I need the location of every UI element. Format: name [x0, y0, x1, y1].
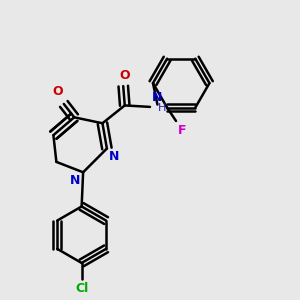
Text: O: O	[52, 85, 63, 98]
Text: N: N	[108, 150, 119, 163]
Text: Cl: Cl	[75, 282, 88, 295]
Text: H: H	[158, 103, 166, 113]
Text: O: O	[119, 69, 130, 82]
Text: N: N	[152, 91, 162, 104]
Text: N: N	[70, 174, 80, 187]
Text: F: F	[178, 124, 186, 137]
